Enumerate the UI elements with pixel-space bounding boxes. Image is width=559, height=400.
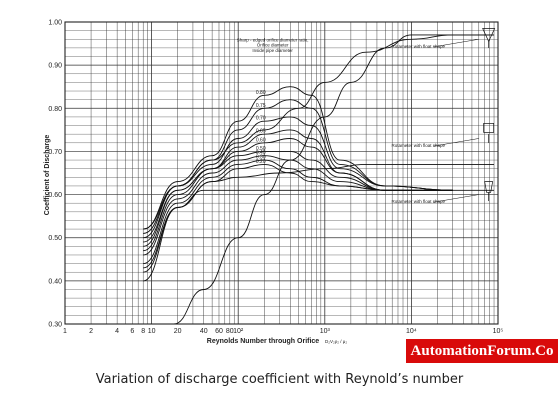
series-label: 0.70 [256,116,266,122]
x-axis-title: Reynolds Number through Orifice [207,338,320,345]
series-label: 0.75 [256,103,266,109]
series-line [143,34,494,230]
y-tick-label: 0.70 [48,149,62,156]
series-line [143,99,453,234]
figure-caption: Variation of discharge coefficient with … [95,372,464,387]
series-label: 0.30 [256,155,266,161]
y-tick-label: 1.00 [48,20,62,27]
leader-line [433,138,479,147]
orifice-note-line: Inside pipe diameter [252,48,293,53]
y-tick-label: 0.30 [48,322,62,329]
float-disc-icon [484,181,494,193]
series-label: 0.65 [256,129,266,135]
series-line [143,189,494,282]
x-tick-label: 60 [215,328,223,335]
rotameter-label: Rotameter with float shape [391,143,445,148]
series-label: 0.80 [256,90,266,96]
orifice-note-line: Sharp - edged orifice diameter ratio, [237,37,309,42]
series-label: 0.50 [256,146,266,152]
brand-badge: AutomationForum.Co [406,339,558,363]
x-tick-label: 4 [115,328,119,335]
x-tick-label: 1 [63,328,67,335]
float-cone-icon [482,28,496,43]
series-label: 0.40 [256,150,266,156]
curves: 0.80 0.75 0.70 0.65 0.60 0.500.400.300.20 [143,34,495,325]
x-tick-label: 2 [89,328,93,335]
series-line [173,34,494,325]
y-tick-label: 0.90 [48,63,62,70]
x-tick-label: 10³ [320,328,331,335]
x-tick-label: 10² [233,328,244,335]
x-tick-label: 10⁴ [406,328,417,335]
series-line [143,150,453,252]
y-tick-label: 0.40 [48,278,62,285]
x-tick-label: 6 [130,328,134,335]
x-tick-label: 10⁵ [493,328,504,335]
x-tick-label: 10 [148,328,156,335]
y-tick-label: 0.80 [48,106,62,113]
float-cylinder-icon [483,123,495,133]
series-line [143,138,453,247]
series-label: 0.20 [256,159,266,165]
series-label: 0.60 [256,137,266,143]
x-tick-label: 80 [226,328,234,335]
series-line [143,155,453,256]
series-line [143,116,453,239]
series-line [143,86,453,230]
y-tick-label: 0.50 [48,235,62,242]
y-tick-label: 0.60 [48,192,62,199]
x-tick-label: 8 [141,328,145,335]
plot-frame [64,21,499,325]
x-axis-formula: D₂V₂ρ₂ / μ₂ [325,339,347,344]
rotameter-label: Rotameter with float shape [391,199,445,204]
series-line [143,163,495,269]
leader-line [433,194,479,203]
x-tick-label: 40 [200,328,208,335]
rotameter-label: Rotameter with float shape [391,44,445,49]
tick-labels: 1.000.900.800.700.600.500.400.301 2 4 6 8 10 2… [48,20,503,336]
y-axis-title: Coefficient of Discharge [44,135,51,216]
grid [64,21,498,325]
leader-line [433,39,479,48]
x-tick-label: 20 [174,328,182,335]
orifice-note-line: Orifice diameter [257,43,289,48]
annotations: Sharp - edged orifice diameter ratio,Ori… [237,28,496,204]
